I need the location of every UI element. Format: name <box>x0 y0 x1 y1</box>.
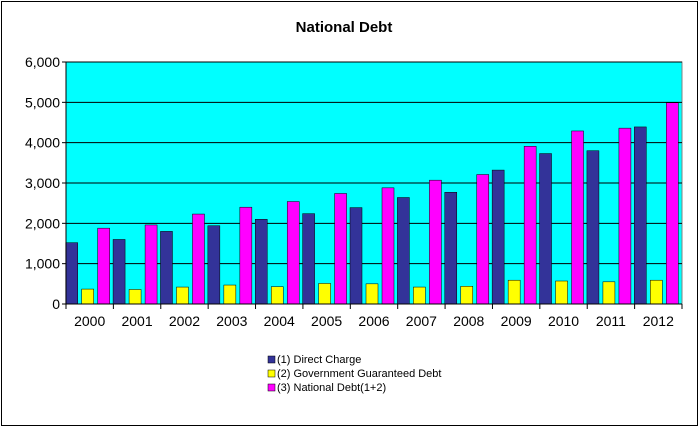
chart-title: National Debt <box>296 19 393 36</box>
bar-1-2007 <box>397 197 410 305</box>
bar-2-2011 <box>602 281 616 305</box>
y-tick-label: 6,000 <box>25 54 60 70</box>
bar-2-2002 <box>176 286 189 305</box>
x-tick-label: 2007 <box>406 313 437 329</box>
legend-swatch <box>267 355 276 364</box>
bar-1-2006 <box>349 207 363 305</box>
x-tick-label: 2012 <box>643 313 674 329</box>
bar-2-2003 <box>223 284 237 305</box>
bar-2-2008 <box>460 286 474 305</box>
bar-2-2012 <box>650 279 663 305</box>
x-tick-label: 2005 <box>311 313 342 329</box>
bar-1-2010 <box>539 153 552 305</box>
bar-3-2007 <box>429 179 442 305</box>
x-tick-label: 2002 <box>169 313 200 329</box>
bar-2-2006 <box>365 283 379 305</box>
x-tick-label: 2003 <box>216 313 247 329</box>
bar-1-2012 <box>634 126 647 305</box>
y-tick-label: 3,000 <box>25 175 60 191</box>
bar-1-2000 <box>65 242 78 305</box>
bar-3-2008 <box>476 174 490 305</box>
bar-2-2009 <box>507 279 521 305</box>
y-tick-label: 2,000 <box>25 215 60 231</box>
y-tick-label: 1,000 <box>25 256 60 272</box>
bar-3-2006 <box>381 187 395 305</box>
legend-label: (1) Direct Charge <box>277 354 361 366</box>
x-tick-label: 2000 <box>74 313 105 329</box>
bar-2-2005 <box>318 283 331 305</box>
legend-swatch <box>267 369 276 378</box>
bar-3-2003 <box>239 206 253 305</box>
bar-1-2001 <box>112 239 126 305</box>
bar-2-2007 <box>413 286 426 305</box>
bar-3-2002 <box>192 213 205 305</box>
y-tick-label: 0 <box>52 296 60 312</box>
legend-label: (2) Government Guaranteed Debt <box>277 368 441 380</box>
x-tick-label: 2008 <box>453 313 484 329</box>
bar-1-2003 <box>207 225 221 305</box>
bar-3-2010 <box>571 130 584 305</box>
bar-2-2001 <box>128 289 142 305</box>
bar-3-2004 <box>286 201 300 305</box>
bar-2-2000 <box>81 288 94 305</box>
bar-1-2002 <box>160 231 173 305</box>
bar-1-2009 <box>491 169 505 305</box>
y-tick-label: 5,000 <box>25 94 60 110</box>
bar-1-2004 <box>254 219 268 305</box>
legend: (1) Direct Charge (2) Government Guarante… <box>267 354 441 394</box>
bar-3-2011 <box>618 127 632 305</box>
legend-label: (3) National Debt(1+2) <box>277 382 386 394</box>
bar-3-2012 <box>666 102 679 305</box>
x-tick-label: 2004 <box>264 313 295 329</box>
legend-swatch <box>267 383 276 392</box>
bar-2-2010 <box>555 280 568 305</box>
bar-2-2004 <box>270 286 284 305</box>
bar-3-2001 <box>144 224 158 305</box>
y-tick-label: 4,000 <box>25 135 60 151</box>
x-tick-label: 2011 <box>596 313 626 329</box>
x-tick-label: 2010 <box>548 313 579 329</box>
x-tick-label: 2001 <box>121 313 152 329</box>
bar-1-2008 <box>444 192 458 305</box>
bar-1-2005 <box>302 213 315 305</box>
bar-3-2005 <box>334 193 347 305</box>
bar-1-2011 <box>586 150 600 305</box>
axes: 0 1,000 2,000 3,000 4,000 5,000 6,000 2000 2001 2… <box>25 54 683 329</box>
bars <box>65 102 679 305</box>
bar-3-2000 <box>97 227 110 305</box>
x-tick-label: 2009 <box>501 313 532 329</box>
x-tick-label: 2006 <box>358 313 389 329</box>
bar-3-2009 <box>523 146 537 305</box>
